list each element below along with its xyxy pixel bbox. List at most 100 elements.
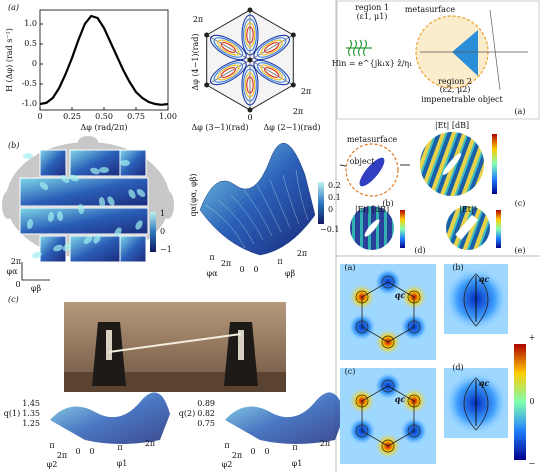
- x-tick-label: 1.00: [159, 112, 177, 121]
- y-axis-label: H (Δφ) (rad s⁻¹): [5, 28, 14, 92]
- object: [452, 30, 478, 76]
- label: (b): [382, 199, 393, 208]
- resonator: [407, 320, 421, 334]
- label: π: [209, 253, 214, 262]
- trajectory: [243, 68, 257, 102]
- label: 2π: [320, 439, 330, 448]
- label: 0.75: [197, 419, 215, 428]
- pattern-blob: [98, 197, 106, 207]
- label: 2π: [293, 107, 303, 116]
- label: −0.1: [320, 225, 339, 234]
- lattice: [361, 281, 415, 343]
- trajectory: [243, 18, 257, 52]
- label: (a): [8, 3, 19, 12]
- trajectory: [220, 67, 237, 78]
- label: π: [277, 257, 282, 266]
- label: |Et|²: [459, 205, 477, 214]
- resonator: [355, 424, 369, 438]
- polytope-edge: [206, 59, 251, 86]
- label: qc: [479, 378, 490, 388]
- label: 1: [160, 209, 165, 218]
- surface-mesh: [269, 179, 291, 229]
- y-tick-label: -1.0: [22, 99, 37, 108]
- label: (b): [8, 141, 19, 150]
- pattern-blob: [93, 234, 101, 244]
- label: π: [224, 441, 229, 450]
- colorbar: [514, 344, 526, 460]
- trajectory: [256, 62, 287, 83]
- metronome-scale: [238, 330, 244, 360]
- phase-tile: [19, 207, 149, 235]
- object: [442, 153, 462, 175]
- label: 0: [247, 113, 252, 122]
- trajectory: [241, 64, 259, 106]
- label: (ε2, μ2): [440, 85, 471, 94]
- label: q(2): [179, 409, 195, 418]
- label: (a): [344, 263, 355, 272]
- label: impenetrable object: [421, 95, 503, 104]
- colorbar: [496, 210, 501, 248]
- label: qc: [395, 394, 406, 404]
- label: φ2: [47, 460, 58, 469]
- surface-mesh: [282, 174, 300, 225]
- label: metasurface: [347, 135, 398, 144]
- label: |Et| [dB]: [355, 205, 389, 214]
- label: 0: [15, 280, 20, 289]
- trajectory: [210, 59, 247, 86]
- label: φα: [6, 267, 18, 276]
- pattern-blob: [90, 167, 100, 175]
- object: [359, 157, 385, 187]
- label: (ε1, μ1): [357, 12, 388, 21]
- label: region 1: [355, 3, 389, 12]
- pattern-blob: [136, 189, 146, 197]
- label: φ1: [117, 459, 128, 468]
- label: 1.25: [22, 419, 40, 428]
- label: 2π: [221, 259, 231, 268]
- y-tick-label: -0.5: [22, 79, 37, 88]
- resonator: [381, 335, 395, 349]
- fixed-point: [290, 32, 296, 38]
- phase-tile: [39, 235, 67, 263]
- trajectory: [263, 42, 280, 53]
- phase-tile: [39, 149, 67, 177]
- label: 1.35: [22, 409, 40, 418]
- x-tick-label: 0.75: [127, 112, 145, 121]
- lattice: [361, 385, 415, 447]
- fixed-point: [247, 57, 253, 63]
- resonator: [407, 290, 421, 304]
- label: |Et| [dB]: [435, 121, 469, 130]
- trajectory: [213, 62, 244, 83]
- label: (a): [514, 107, 525, 116]
- arrow: [339, 164, 347, 167]
- pattern-blob: [26, 219, 34, 229]
- surface-mesh: [217, 199, 255, 245]
- fixed-point: [204, 82, 210, 88]
- resonator: [381, 275, 395, 289]
- pattern-blob: [39, 182, 49, 190]
- label: 0: [89, 447, 94, 456]
- label: 0: [253, 265, 258, 274]
- x-tick-label: 0: [37, 112, 42, 121]
- resonator: [381, 379, 395, 393]
- resonator: [355, 290, 369, 304]
- trajectory: [256, 37, 287, 58]
- metasurface: [345, 143, 399, 197]
- metronome-scale: [106, 330, 112, 360]
- pattern-blob: [83, 236, 93, 244]
- label: qc: [479, 274, 490, 284]
- polytope-edge: [206, 34, 251, 61]
- y-tick-label: 1.0: [24, 19, 37, 28]
- fixed-point: [204, 32, 210, 38]
- trajectory: [260, 64, 283, 81]
- pattern-blob: [47, 212, 55, 222]
- y-tick-label: 0.5: [24, 39, 37, 48]
- ear: [162, 191, 174, 219]
- pattern-blob: [56, 211, 64, 221]
- pattern-blob: [62, 243, 72, 251]
- coupling-bar: [108, 333, 242, 353]
- trajectory: [213, 37, 244, 58]
- surface: [199, 142, 316, 256]
- label: 0.1: [328, 193, 341, 202]
- data-line: [39, 14, 169, 106]
